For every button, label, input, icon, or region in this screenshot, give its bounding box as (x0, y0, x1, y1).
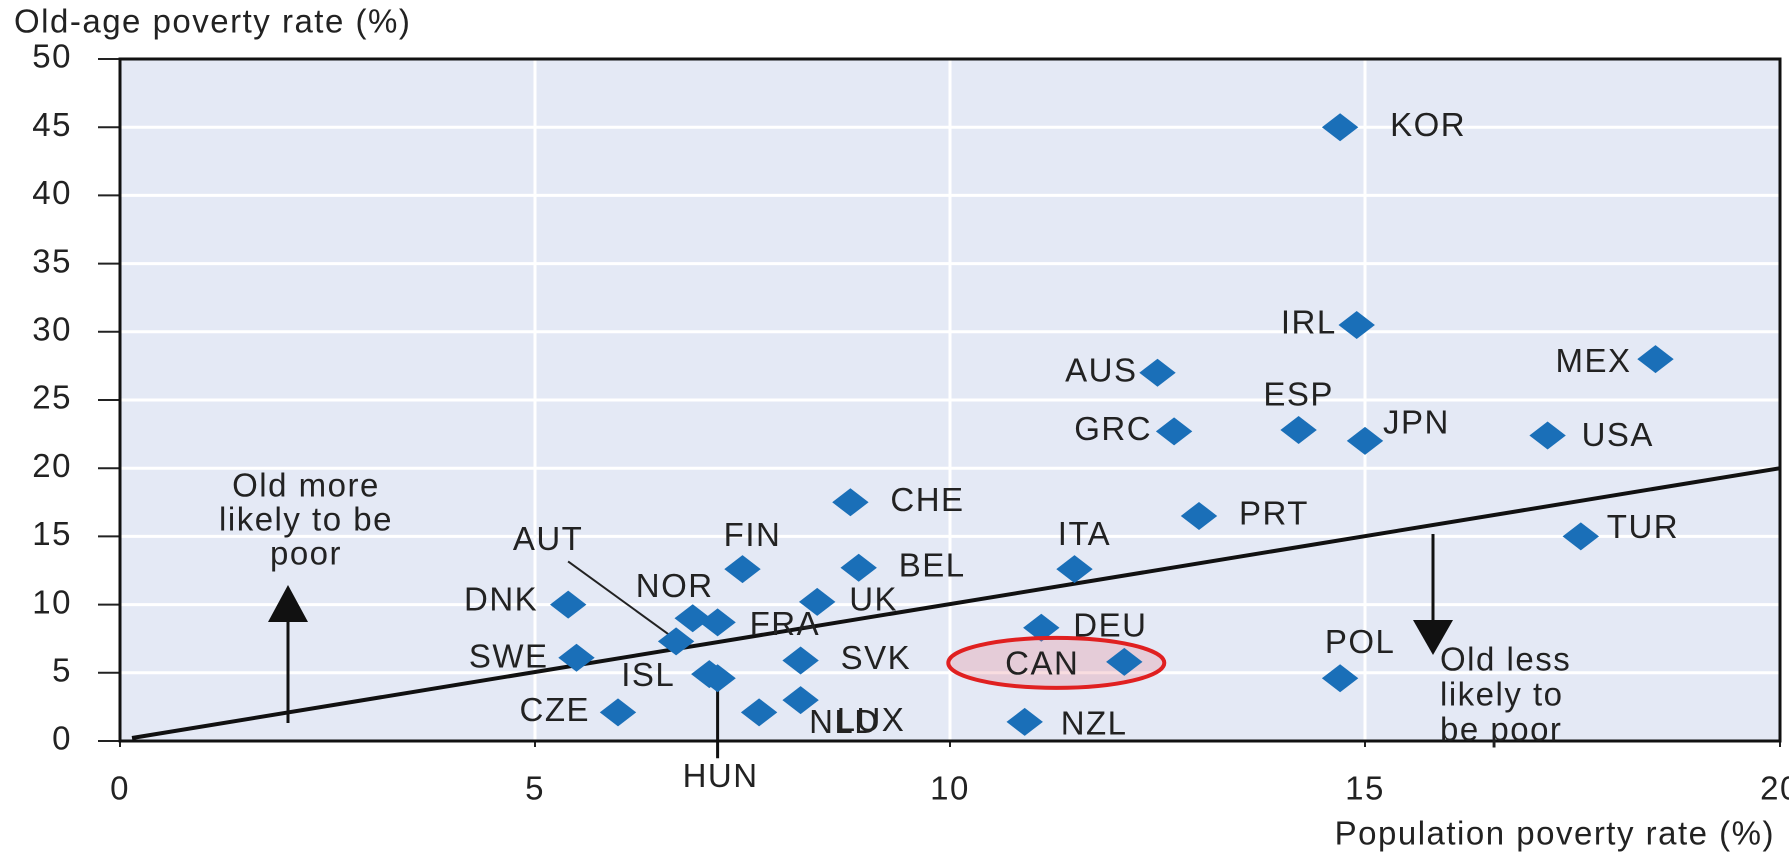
scatter-point (1023, 613, 1060, 642)
scatter-point (674, 604, 711, 633)
scatter-point (1056, 555, 1093, 584)
point-label: JPN (1383, 404, 1450, 441)
point-label: AUS (1065, 351, 1137, 388)
scatter-point (1529, 421, 1566, 450)
point-label: SWE (469, 638, 549, 675)
leader-line (567, 560, 671, 637)
scatter-point (1280, 416, 1317, 445)
x-axis-label: Population poverty rate (%) (1335, 815, 1775, 852)
scatter-point (1139, 358, 1176, 387)
scatter-point (782, 646, 819, 675)
point-label: NOR (636, 567, 714, 604)
annotation-text: be poor (1440, 711, 1562, 748)
scatter-point (832, 488, 869, 517)
y-tick-label: 5 (52, 652, 72, 689)
x-tick-label: 5 (525, 770, 545, 807)
annotation-text: likely to be (219, 501, 393, 538)
plot-frame (118, 57, 1782, 743)
arrow-head (268, 585, 308, 622)
point-label: SVK (841, 639, 912, 676)
scatter-point (1562, 522, 1599, 551)
point-label: BEL (899, 546, 966, 583)
scatter-point (1321, 664, 1359, 693)
scatter-point (550, 590, 587, 619)
highlight-ring (946, 635, 1167, 690)
scatter-point (1006, 707, 1043, 736)
scatter-point (740, 698, 778, 727)
x-tick-label: 20 (1760, 770, 1789, 807)
point-label: ISL (621, 656, 675, 693)
y-tick-label: 10 (32, 583, 72, 620)
y-tick-label: 15 (32, 515, 72, 552)
x-tick-label: 15 (1345, 770, 1385, 807)
annotation-text: Old less (1440, 641, 1571, 678)
y-tick-label: 0 (52, 720, 72, 757)
point-label: ESP (1263, 376, 1334, 413)
arrow-head (1413, 620, 1453, 655)
point-label: LUX (837, 701, 906, 738)
point-label: UK (849, 581, 898, 618)
point-label: POL (1325, 623, 1396, 660)
point-label: FIN (724, 516, 782, 553)
scatter-point (699, 608, 736, 637)
y-tick-label: 40 (32, 174, 72, 211)
point-label: KOR (1390, 106, 1466, 143)
point-label: CHE (890, 481, 964, 518)
y-tick-label: 35 (32, 242, 72, 279)
x-tick-label: 10 (930, 770, 970, 807)
equality-line (131, 466, 1781, 740)
annotation-text: poor (270, 535, 342, 572)
scatter-point (1106, 647, 1143, 676)
scatter-point (558, 643, 595, 672)
y-tick-label: 20 (32, 447, 72, 484)
scatter-point (657, 627, 695, 656)
point-label: PRT (1239, 495, 1309, 532)
scatter-point (799, 587, 836, 616)
annotation-text: Old more (232, 467, 380, 504)
point-label: USA (1582, 416, 1654, 453)
point-label: NLD (809, 703, 880, 740)
point-label: IRL (1281, 304, 1337, 341)
y-tick-label: 30 (32, 311, 72, 348)
point-label: MEX (1555, 342, 1631, 379)
point-label: CZE (520, 691, 591, 728)
scatter-point (1637, 345, 1674, 374)
y-tick-label: 45 (32, 106, 72, 143)
point-label: FRA (750, 605, 821, 642)
y-tick-label: 50 (32, 38, 72, 75)
point-label: DNK (464, 580, 538, 617)
scatter-point (599, 698, 637, 727)
scatter-point (1346, 426, 1384, 455)
point-label: HUN (683, 757, 759, 794)
scatter-point (1155, 417, 1193, 446)
annotation-text: likely to (1440, 676, 1564, 713)
scatter-point (840, 553, 877, 582)
point-label: AUT (513, 520, 584, 557)
scatter-point (699, 664, 736, 693)
point-label: TUR (1607, 508, 1679, 545)
scatter-point (1180, 501, 1218, 530)
scatter-point (1321, 113, 1359, 142)
scatter-point (724, 555, 761, 584)
scatter-point (1338, 310, 1375, 339)
point-label: CAN (1005, 645, 1079, 682)
x-tick-label: 0 (110, 770, 130, 807)
y-tick-label: 25 (32, 379, 72, 416)
point-label: GRC (1074, 410, 1152, 447)
scatter-point (782, 686, 819, 715)
y-axis-label: Old-age poverty rate (%) (14, 3, 411, 40)
point-label: NZL (1061, 705, 1128, 742)
point-label: ITA (1058, 515, 1111, 552)
